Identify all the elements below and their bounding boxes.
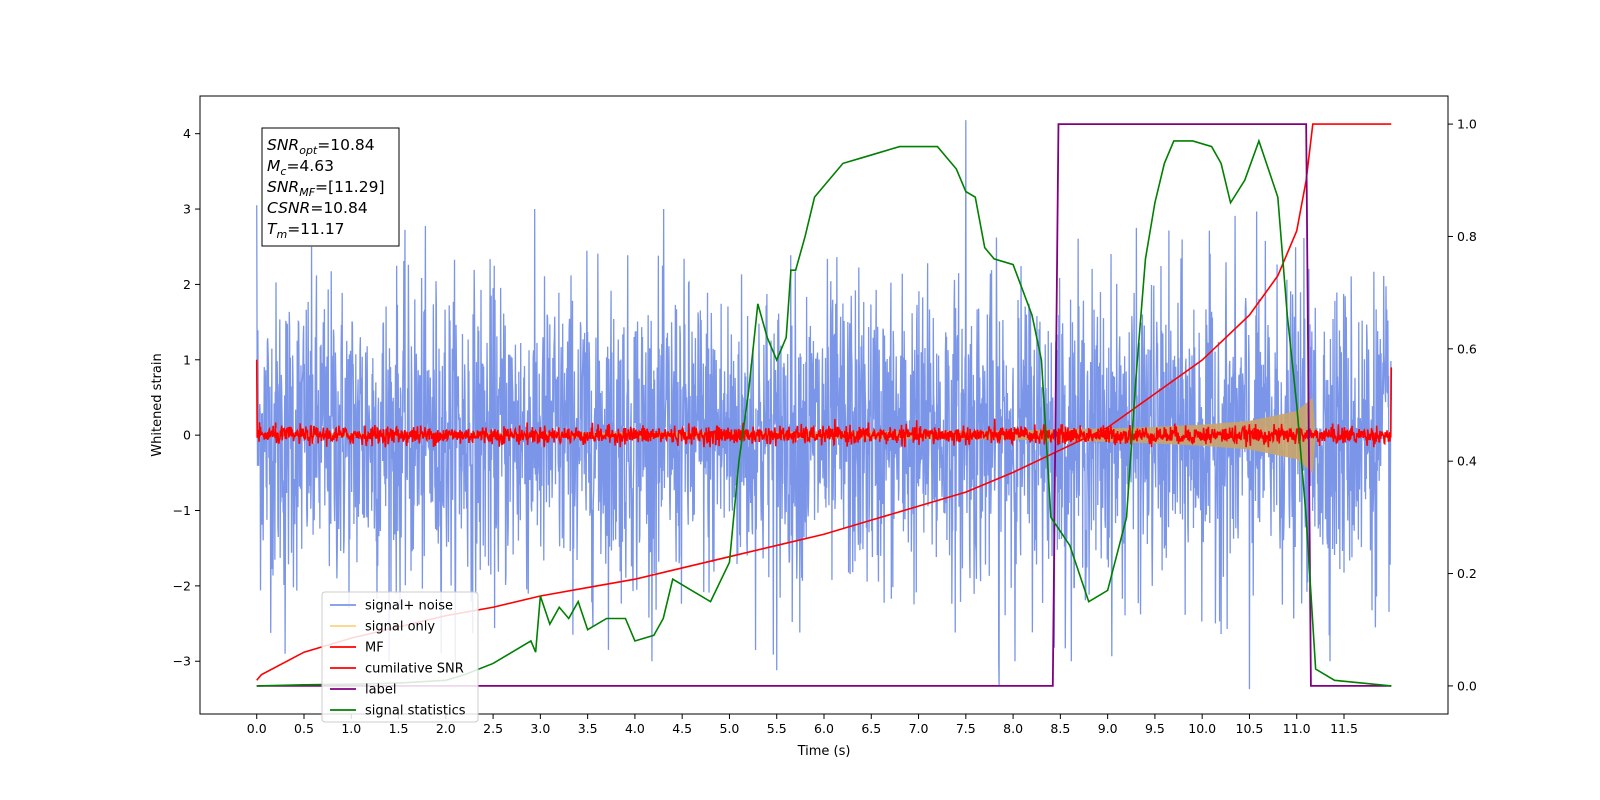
x-tick-label: 4.5 — [672, 721, 692, 736]
x-tick-label: 2.0 — [436, 721, 456, 736]
x-tick-label: 8.0 — [1003, 721, 1023, 736]
x-tick-label: 0.0 — [247, 721, 267, 736]
x-tick-label: 1.5 — [389, 721, 409, 736]
legend-entry: cumilative SNR — [365, 662, 464, 677]
x-tick-label: 10.0 — [1188, 721, 1216, 736]
annotation-line: SNRMF=[11.29] — [267, 178, 385, 199]
y-axis-ticks: 4 3 2 1 0 −1 −2 −3 — [173, 126, 200, 669]
x-tick-label: 9.5 — [1145, 721, 1165, 736]
y-tick-label: −1 — [173, 503, 191, 518]
x-tick-label: 4.0 — [625, 721, 645, 736]
x-tick-label: 5.5 — [767, 721, 787, 736]
x-axis-ticks: 0.0 0.5 1.0 1.5 2.0 2.5 3.0 3.5 4.0 4.5 5.0 5.5 6.0 6… — [247, 714, 1358, 736]
series-signal-statistics-line — [256, 138, 1392, 687]
stats-annotation-box: SNRopt=10.84Mc=4.63SNRMF=[11.29]CSNR=10.… — [261, 127, 400, 247]
series-label-line — [256, 123, 1392, 687]
legend-entry: label — [365, 683, 396, 698]
legend-frame — [321, 591, 479, 723]
annotation-line: SNRopt=10.84 — [267, 136, 375, 157]
y2-tick-label: 1.0 — [1457, 117, 1477, 132]
x-tick-label: 2.5 — [483, 721, 503, 736]
x-tick-label: 7.0 — [909, 721, 929, 736]
x-tick-label: 7.5 — [956, 721, 976, 736]
legend-entry: MF — [365, 641, 384, 656]
y-tick-label: 2 — [183, 277, 191, 292]
y2-tick-label: 0.2 — [1457, 566, 1477, 581]
x-tick-label: 9.0 — [1098, 721, 1118, 736]
legend-entry: signal statistics — [365, 704, 466, 719]
series-mf-line — [255, 359, 1393, 448]
y2-tick-label: 0.0 — [1457, 678, 1477, 693]
y2-tick-label: 0.4 — [1457, 454, 1477, 469]
annotation-line: CSNR=10.84 — [267, 199, 368, 217]
x-tick-label: 11.5 — [1330, 721, 1358, 736]
y2-tick-label: 0.6 — [1457, 341, 1477, 356]
annotation-line: Mc=4.63 — [267, 157, 334, 178]
legend-entry: signal only — [365, 620, 435, 635]
y-tick-label: 0 — [183, 428, 191, 443]
x-tick-label: 0.5 — [294, 721, 314, 736]
x-tick-label: 1.0 — [341, 721, 361, 736]
y-tick-label: 1 — [183, 352, 191, 367]
annotation-line: Tm=11.17 — [267, 220, 345, 241]
y-axis-label: Whitened strain — [150, 353, 165, 456]
y-tick-label: 3 — [183, 202, 191, 217]
y-tick-label: 4 — [183, 126, 191, 141]
y2-axis-ticks: 1.0 0.8 0.6 0.4 0.2 0.0 — [1448, 117, 1477, 693]
x-tick-label: 3.0 — [530, 721, 550, 736]
y2-tick-label: 0.8 — [1457, 229, 1477, 244]
legend: signal+ noise signal only MF cumilative SNR… — [321, 591, 479, 723]
x-axis-label: Time (s) — [797, 744, 851, 759]
y-tick-label: −3 — [173, 654, 191, 669]
x-tick-label: 10.5 — [1236, 721, 1264, 736]
legend-entry: signal+ noise — [365, 599, 453, 614]
x-tick-label: 6.5 — [861, 721, 881, 736]
x-tick-label: 8.5 — [1050, 721, 1070, 736]
x-tick-label: 11.0 — [1283, 721, 1311, 736]
x-tick-label: 5.0 — [720, 721, 740, 736]
x-tick-label: 3.5 — [578, 721, 598, 736]
y-tick-label: −2 — [173, 578, 191, 593]
annotation-box-frame — [261, 127, 400, 247]
x-tick-label: 6.0 — [814, 721, 834, 736]
